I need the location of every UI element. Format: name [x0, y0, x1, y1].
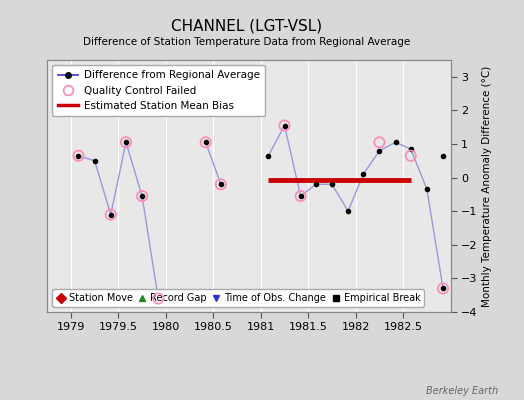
Point	[74, 152, 83, 159]
Legend: Station Move, Record Gap, Time of Obs. Change, Empirical Break: Station Move, Record Gap, Time of Obs. C…	[52, 289, 424, 307]
Point	[138, 193, 146, 199]
Point	[106, 211, 115, 218]
Text: Berkeley Earth: Berkeley Earth	[425, 386, 498, 396]
Text: CHANNEL (LGT-VSL): CHANNEL (LGT-VSL)	[171, 18, 322, 34]
Point	[407, 152, 415, 159]
Point	[297, 193, 305, 199]
Point	[217, 181, 225, 188]
Point	[375, 139, 384, 146]
Point	[280, 122, 289, 129]
Text: Difference of Station Temperature Data from Regional Average: Difference of Station Temperature Data f…	[83, 37, 410, 47]
Point	[154, 295, 162, 302]
Y-axis label: Monthly Temperature Anomaly Difference (°C): Monthly Temperature Anomaly Difference (…	[482, 65, 492, 307]
Point	[439, 285, 447, 292]
Point	[202, 139, 210, 146]
Point	[122, 139, 130, 146]
